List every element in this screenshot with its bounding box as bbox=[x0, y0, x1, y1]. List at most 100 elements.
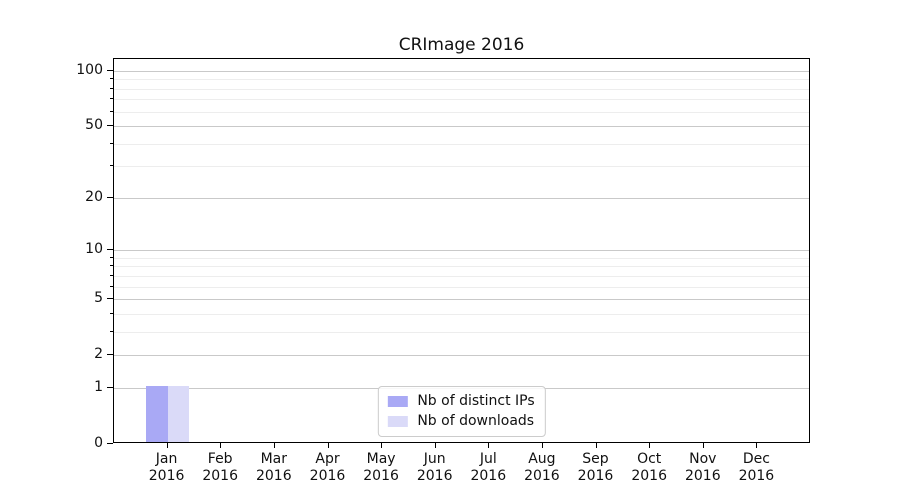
x-axis-tick-label: Jul 2016 bbox=[453, 451, 523, 485]
minor-gridline bbox=[114, 88, 809, 90]
x-tick-year: 2016 bbox=[416, 468, 453, 484]
x-axis-tick-label: Aug 2016 bbox=[507, 451, 577, 485]
y-axis-minor-tick bbox=[110, 312, 113, 314]
x-axis-tick bbox=[273, 443, 275, 448]
minor-gridline bbox=[114, 313, 809, 315]
x-tick-month: May bbox=[366, 451, 396, 467]
minor-gridline bbox=[114, 99, 809, 101]
legend-swatch-distinct-ips bbox=[387, 396, 408, 407]
x-tick-month: Mar bbox=[260, 451, 287, 467]
y-axis-minor-tick bbox=[110, 87, 113, 89]
y-axis-tick bbox=[107, 298, 113, 300]
legend-swatch-downloads bbox=[387, 416, 408, 427]
bar-downloads bbox=[167, 386, 190, 442]
x-tick-year: 2016 bbox=[577, 468, 614, 484]
x-axis-tick bbox=[541, 443, 543, 448]
legend-label-downloads: Nb of downloads bbox=[417, 413, 535, 429]
y-axis-tick-label: 50 bbox=[85, 117, 103, 134]
x-axis-tick-label: Feb 2016 bbox=[185, 451, 255, 485]
x-axis-tick bbox=[381, 443, 383, 448]
x-tick-month: Apr bbox=[315, 451, 340, 467]
y-axis-tick-label: 10 bbox=[85, 241, 103, 258]
minor-gridline bbox=[114, 79, 809, 81]
y-axis-tick-label: 2 bbox=[94, 346, 103, 363]
y-axis-tick bbox=[107, 443, 113, 444]
minor-gridline bbox=[114, 257, 809, 259]
y-axis-tick bbox=[107, 387, 113, 388]
x-axis-tick-label: Jan 2016 bbox=[132, 451, 202, 485]
x-axis-tick-label: Dec 2016 bbox=[721, 451, 791, 485]
x-tick-year: 2016 bbox=[148, 468, 185, 484]
x-tick-year: 2016 bbox=[363, 468, 399, 484]
x-tick-month: Oct bbox=[637, 451, 662, 467]
x-tick-year: 2016 bbox=[738, 468, 775, 484]
y-axis-tick bbox=[107, 125, 113, 127]
x-tick-year: 2016 bbox=[255, 468, 292, 484]
y-axis-tick-label: 0 bbox=[94, 435, 103, 451]
x-tick-month: Aug bbox=[528, 451, 556, 467]
y-axis-minor-tick bbox=[110, 98, 113, 100]
x-tick-month: Sep bbox=[582, 451, 609, 467]
x-axis-tick-label: Sep 2016 bbox=[561, 451, 631, 485]
x-axis-tick bbox=[434, 443, 436, 448]
major-gridline bbox=[114, 126, 809, 128]
minor-gridline bbox=[114, 275, 809, 277]
y-axis-tick bbox=[107, 69, 113, 71]
x-axis-tick bbox=[488, 443, 490, 448]
x-tick-year: 2016 bbox=[470, 468, 507, 484]
y-axis-tick-label: 5 bbox=[94, 290, 103, 307]
y-axis-minor-tick bbox=[110, 265, 113, 267]
legend-label-distinct-ips: Nb of distinct IPs bbox=[417, 393, 535, 409]
y-axis-minor-tick bbox=[110, 256, 113, 258]
y-axis-minor-tick bbox=[110, 285, 113, 287]
y-axis-tick-label: 100 bbox=[76, 61, 103, 78]
x-axis-tick bbox=[220, 443, 222, 448]
x-axis-tick bbox=[327, 443, 329, 448]
x-axis-tick bbox=[595, 443, 597, 448]
y-axis-minor-tick bbox=[110, 78, 113, 80]
x-tick-month: Dec bbox=[742, 451, 770, 467]
bar-distinct-ips bbox=[146, 386, 168, 442]
major-gridline bbox=[114, 197, 809, 199]
x-tick-month: Feb bbox=[207, 451, 233, 467]
x-tick-year: 2016 bbox=[202, 468, 238, 484]
y-axis-minor-tick bbox=[110, 142, 113, 144]
y-axis-tick-label: 20 bbox=[85, 188, 103, 205]
y-axis-minor-tick bbox=[110, 165, 113, 167]
minor-gridline bbox=[114, 286, 809, 288]
x-tick-month: Nov bbox=[689, 451, 717, 467]
x-tick-month: Jun bbox=[423, 451, 446, 467]
x-axis-tick-label: May 2016 bbox=[346, 451, 416, 485]
x-axis-tick-label: Jun 2016 bbox=[400, 451, 470, 485]
major-gridline bbox=[114, 299, 809, 301]
x-axis-tick bbox=[166, 443, 168, 448]
x-axis-tick-label: Nov 2016 bbox=[668, 451, 738, 485]
x-tick-year: 2016 bbox=[524, 468, 560, 484]
legend-item-downloads: Nb of downloads bbox=[387, 413, 534, 430]
x-tick-month: Jan bbox=[155, 451, 178, 467]
legend: Nb of distinct IPs Nb of downloads bbox=[377, 386, 546, 437]
y-axis-tick bbox=[107, 196, 113, 198]
x-axis-tick bbox=[756, 443, 758, 448]
legend-item-distinct-ips: Nb of distinct IPs bbox=[387, 393, 535, 410]
x-tick-year: 2016 bbox=[684, 468, 721, 484]
x-tick-month: Jul bbox=[479, 451, 497, 467]
x-axis-tick-label: Mar 2016 bbox=[239, 451, 309, 485]
x-axis-tick-label: Oct 2016 bbox=[614, 451, 684, 485]
x-axis-tick-label: Apr 2016 bbox=[293, 451, 363, 485]
y-axis-tick-label: 1 bbox=[94, 379, 103, 395]
x-tick-year: 2016 bbox=[631, 468, 667, 484]
y-axis-tick bbox=[107, 249, 113, 251]
minor-gridline bbox=[114, 111, 809, 113]
x-axis-tick bbox=[702, 443, 704, 448]
major-gridline bbox=[114, 70, 809, 72]
y-axis-minor-tick bbox=[110, 330, 113, 332]
y-axis-tick bbox=[107, 354, 113, 356]
y-axis-minor-tick bbox=[110, 274, 113, 276]
minor-gridline bbox=[114, 143, 809, 145]
chart-title: CRImage 2016 bbox=[398, 35, 525, 55]
minor-gridline bbox=[114, 331, 809, 333]
minor-gridline bbox=[114, 166, 809, 168]
major-gridline bbox=[114, 355, 809, 357]
